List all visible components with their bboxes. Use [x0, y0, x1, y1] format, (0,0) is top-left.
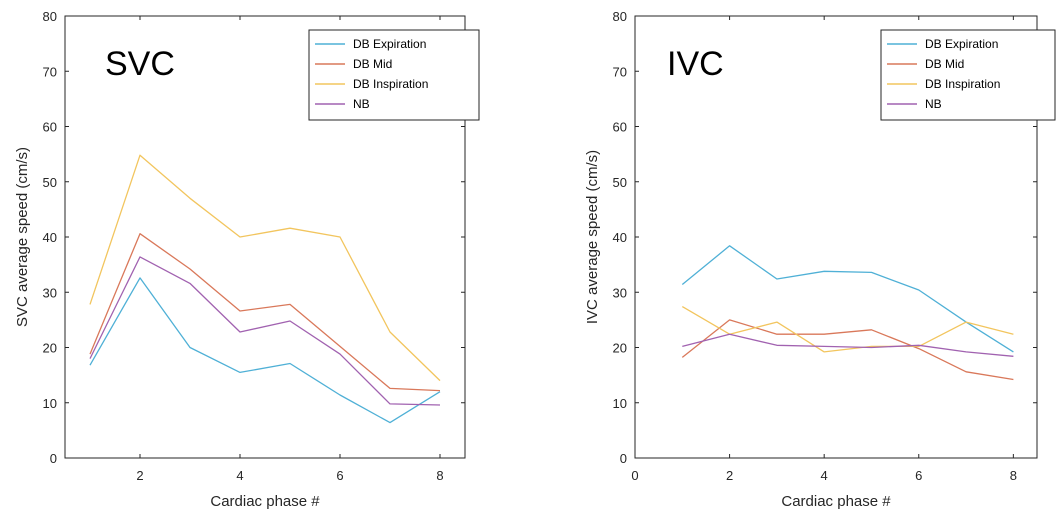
x-axis-label: Cardiac phase #	[210, 493, 320, 510]
y-tick-label: 40	[613, 230, 627, 245]
x-tick-label: 4	[236, 468, 243, 483]
legend: DB Expiration DB Mid DB Inspiration NB	[880, 29, 1056, 121]
y-tick-label: 20	[613, 341, 627, 356]
legend-label: NB	[925, 97, 942, 111]
legend-label: DB Expiration	[353, 37, 426, 51]
series-line-nb	[682, 333, 1014, 357]
y-axis-label: IVC average speed (cm/s)	[584, 150, 601, 324]
x-axis-label: Cardiac phase #	[781, 493, 891, 510]
y-tick-label: 30	[613, 285, 627, 300]
legend-label: DB Inspiration	[925, 77, 1000, 91]
legend-label: NB	[353, 97, 370, 111]
x-tick-label: 2	[726, 468, 733, 483]
y-tick-label: 60	[613, 120, 627, 135]
panel-title: IVC	[667, 45, 724, 83]
series-line-db-expiration	[89, 277, 441, 424]
y-tick-label: 0	[50, 451, 57, 466]
y-tick-label: 70	[613, 64, 627, 79]
panel-title: SVC	[105, 45, 175, 83]
y-axis-label: SVC average speed (cm/s)	[14, 147, 31, 327]
y-tick-label: 70	[43, 64, 57, 79]
legend-label: DB Mid	[925, 57, 964, 71]
legend-label: DB Mid	[353, 57, 392, 71]
series-line-db-mid	[89, 233, 441, 392]
y-tick-label: 50	[613, 175, 627, 190]
x-tick-label: 8	[436, 468, 443, 483]
x-tick-label: 2	[136, 468, 143, 483]
x-tick-label: 0	[631, 468, 638, 483]
svc-panel: 0 10 20 30 40 50 60 70 80 2 4 6 8 Cardiac phase # SVC …	[14, 9, 480, 510]
y-tick-label: 10	[43, 396, 57, 411]
y-tick-label: 10	[613, 396, 627, 411]
legend-box	[880, 29, 1056, 121]
series-line-db-expiration	[681, 245, 1014, 353]
x-tick-label: 8	[1010, 468, 1017, 483]
x-tick-label: 6	[336, 468, 343, 483]
series-line-db-mid	[681, 319, 1014, 381]
y-tick-label: 30	[43, 285, 57, 300]
legend-label: DB Inspiration	[353, 77, 428, 91]
series-line-nb	[89, 256, 441, 406]
legend: DB Expiration DB Mid DB Inspiration NB	[308, 29, 480, 121]
x-tick-label: 4	[821, 468, 828, 483]
y-tick-label: 20	[43, 341, 57, 356]
y-tick-label: 40	[43, 230, 57, 245]
x-tick-label: 6	[915, 468, 922, 483]
y-tick-label: 60	[43, 120, 57, 135]
series-line-db-inspiration	[89, 154, 441, 382]
legend-label: DB Expiration	[925, 37, 998, 51]
ivc-panel: 0 10 20 30 40 50 60 70 80 0 2 4 6 8 Cardiac phase # IVC…	[584, 9, 1056, 510]
series-line-db-inspiration	[681, 306, 1014, 353]
y-tick-label: 80	[43, 9, 57, 24]
legend-box	[308, 29, 480, 121]
y-tick-label: 50	[43, 175, 57, 190]
y-tick-label: 80	[613, 9, 627, 24]
y-tick-label: 0	[620, 451, 627, 466]
